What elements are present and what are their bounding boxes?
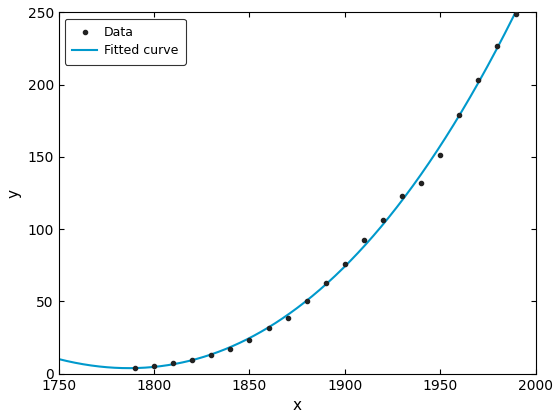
Legend: Data, Fitted curve: Data, Fitted curve [65,19,185,65]
Data [170,361,176,366]
Data [342,261,348,266]
Data [475,77,482,82]
Fitted curve [436,144,443,150]
Data [284,315,291,320]
Data [513,12,520,17]
Fitted curve [266,324,273,329]
Data [437,152,444,158]
Fitted curve [249,334,255,339]
Data [361,238,367,243]
Fitted curve [428,158,435,163]
Fitted curve [104,365,111,370]
Fitted curve [55,357,62,362]
Data [304,299,310,304]
Fitted curve [383,218,390,223]
Data [208,352,214,357]
Line: Data: Data [131,0,540,372]
Data [265,326,272,331]
Data [418,180,424,185]
Data [132,365,138,370]
Data [399,193,405,198]
Data [380,218,386,223]
X-axis label: x: x [293,398,302,413]
Data [151,363,157,368]
Data [456,112,463,117]
Data [323,280,329,285]
Data [494,44,501,49]
Line: Fitted curve: Fitted curve [59,0,535,368]
Fitted curve [125,366,132,371]
Data [246,338,253,343]
Y-axis label: y: y [7,189,22,197]
Data [227,346,234,352]
Data [189,357,195,362]
